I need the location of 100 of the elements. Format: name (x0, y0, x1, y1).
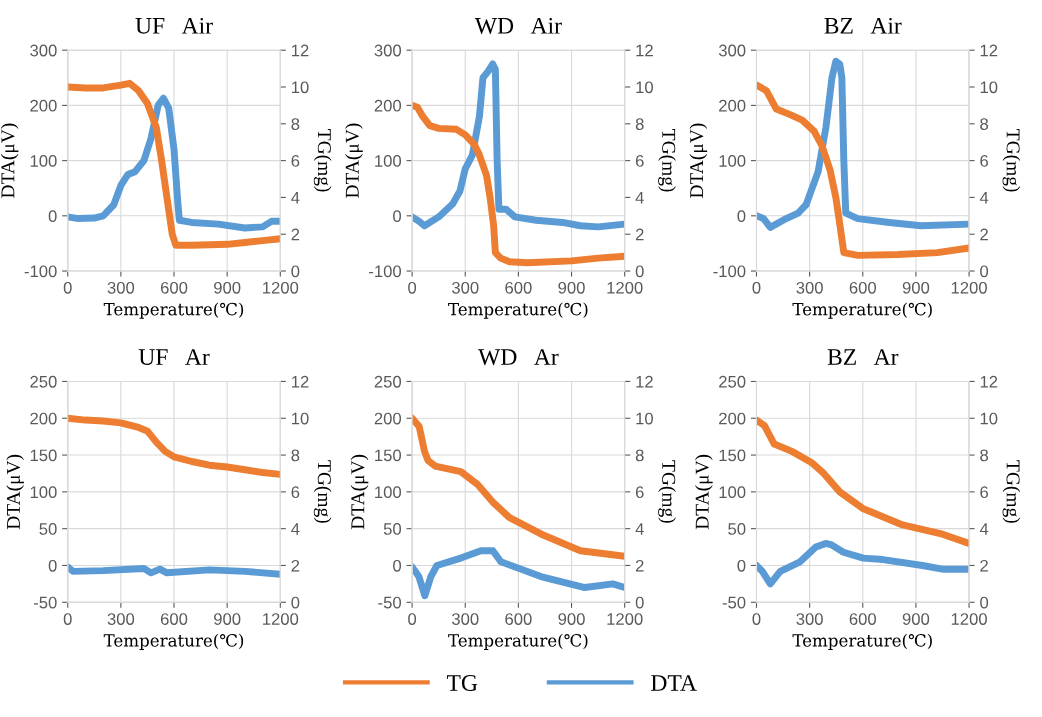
x-tick-label: 1200 (263, 281, 299, 294)
x-axis-title: Temperature(℃) (448, 633, 588, 650)
y-tick-label: 150 (375, 449, 402, 462)
y2-axis-title: TG(mg) (313, 460, 332, 523)
x-tick-label: 1200 (607, 281, 643, 294)
y-tick-label: 0 (48, 210, 57, 223)
chart-title: UF Air (135, 17, 213, 34)
x-tick-label: 0 (752, 613, 761, 625)
y2-tick-label: 0 (980, 265, 989, 278)
x-tick-label: 1200 (607, 613, 643, 625)
y2-tick-label: 0 (635, 596, 644, 609)
y2-tick-label: 2 (291, 559, 300, 572)
y-tick-label: 200 (374, 412, 402, 425)
x-tick-label: 300 (451, 613, 479, 625)
y-tick-label: -50 (378, 596, 402, 609)
x-tick-label: 300 (796, 281, 823, 294)
x-tick-label: 900 (214, 613, 241, 625)
y-tick-label: 50 (383, 523, 402, 535)
x-tick-label: 0 (63, 613, 72, 625)
y-tick-label: 0 (48, 559, 57, 572)
y-tick-label: -100 (24, 265, 57, 278)
y2-tick-label: 12 (980, 44, 998, 57)
y2-tick-label: 4 (635, 191, 644, 204)
y2-tick-label: 10 (292, 81, 309, 94)
y2-tick-label: 4 (635, 523, 644, 535)
x-tick-label: 1200 (951, 281, 987, 294)
y-tick-label: 200 (30, 412, 57, 425)
y2-tick-label: 0 (291, 265, 300, 278)
y-tick-label: 0 (737, 559, 746, 572)
y-tick-label: -100 (369, 265, 402, 278)
x-tick-label: 900 (558, 613, 585, 625)
x-tick-label: 600 (849, 613, 877, 625)
legend-label: DTA (651, 675, 697, 691)
y-tick-label: -50 (722, 596, 746, 609)
x-tick-label: 600 (849, 281, 877, 294)
y-tick-label: 100 (719, 155, 746, 167)
y-axis-title: DTA(μV) (0, 123, 19, 198)
x-axis-title: Temperature(℃) (448, 302, 588, 319)
y2-tick-label: 10 (980, 412, 998, 425)
y2-tick-label: 10 (636, 81, 653, 94)
y-tick-label: 300 (374, 44, 402, 57)
x-axis-title: Temperature(℃) (103, 302, 244, 319)
y-tick-label: 0 (737, 210, 746, 223)
x-tick-label: 300 (107, 281, 135, 294)
legend-label: TG (446, 675, 478, 691)
y-tick-label: 200 (374, 99, 402, 112)
y2-tick-label: 10 (292, 412, 309, 425)
y-tick-label: 200 (719, 412, 746, 425)
y2-tick-label: 0 (291, 596, 300, 609)
y2-axis-title: TG(mg) (1002, 129, 1021, 192)
y-axis-title: DTA(μV) (350, 454, 369, 530)
y2-axis-title: TG(mg) (313, 129, 332, 192)
y-tick-label: 250 (374, 375, 402, 388)
y2-tick-label: 4 (291, 191, 300, 204)
chart-title: BZ Air (824, 17, 902, 34)
y-tick-label: -100 (713, 265, 746, 278)
y2-tick-label: 6 (980, 486, 989, 499)
x-tick-label: 300 (451, 281, 479, 294)
x-tick-label: 600 (160, 613, 188, 625)
y-axis-title: DTA(μV) (689, 123, 708, 198)
x-tick-label: 0 (408, 281, 417, 294)
x-tick-label: 0 (752, 281, 761, 294)
y-tick-label: 250 (719, 375, 746, 388)
y-tick-label: 150 (719, 449, 746, 462)
y2-tick-label: 2 (291, 228, 300, 241)
y-tick-label: 300 (718, 44, 746, 57)
y2-tick-label: 6 (291, 486, 300, 499)
y2-tick-label: 12 (636, 44, 653, 57)
y2-tick-label: 6 (980, 155, 989, 167)
y-tick-label: 250 (30, 375, 57, 388)
y-tick-label: 0 (393, 210, 402, 223)
x-tick-label: 600 (160, 281, 188, 294)
chart-title: BZ Ar (827, 349, 899, 365)
y-tick-label: 100 (30, 155, 57, 167)
y2-tick-label: 2 (635, 228, 644, 241)
y-tick-label: 100 (30, 486, 57, 499)
y2-tick-label: 2 (980, 559, 988, 572)
x-tick-label: 1200 (951, 613, 987, 625)
y2-tick-label: 4 (291, 523, 300, 535)
y2-tick-label: 0 (980, 596, 989, 609)
x-tick-label: 900 (558, 281, 585, 294)
chart-title: WD Ar (478, 349, 559, 366)
y-tick-label: 200 (719, 99, 746, 112)
x-tick-label: 900 (902, 613, 930, 625)
y2-tick-label: 12 (636, 375, 653, 388)
y2-tick-label: 2 (635, 559, 644, 572)
y2-tick-label: 10 (636, 412, 653, 425)
x-tick-label: 600 (505, 281, 532, 294)
x-tick-label: 900 (902, 281, 930, 294)
x-axis-title: Temperature(℃) (792, 633, 932, 650)
y2-tick-label: 6 (291, 155, 300, 167)
x-tick-label: 600 (505, 613, 532, 625)
y-tick-label: 0 (393, 559, 402, 572)
y2-tick-label: 12 (292, 375, 309, 388)
y2-tick-label: 8 (635, 118, 644, 131)
y2-tick-label: 8 (635, 449, 644, 462)
y2-tick-label: 8 (980, 449, 989, 462)
y-axis-title: DTA(μV) (6, 454, 24, 530)
y2-tick-label: 10 (980, 81, 998, 94)
x-tick-label: 300 (796, 613, 823, 625)
